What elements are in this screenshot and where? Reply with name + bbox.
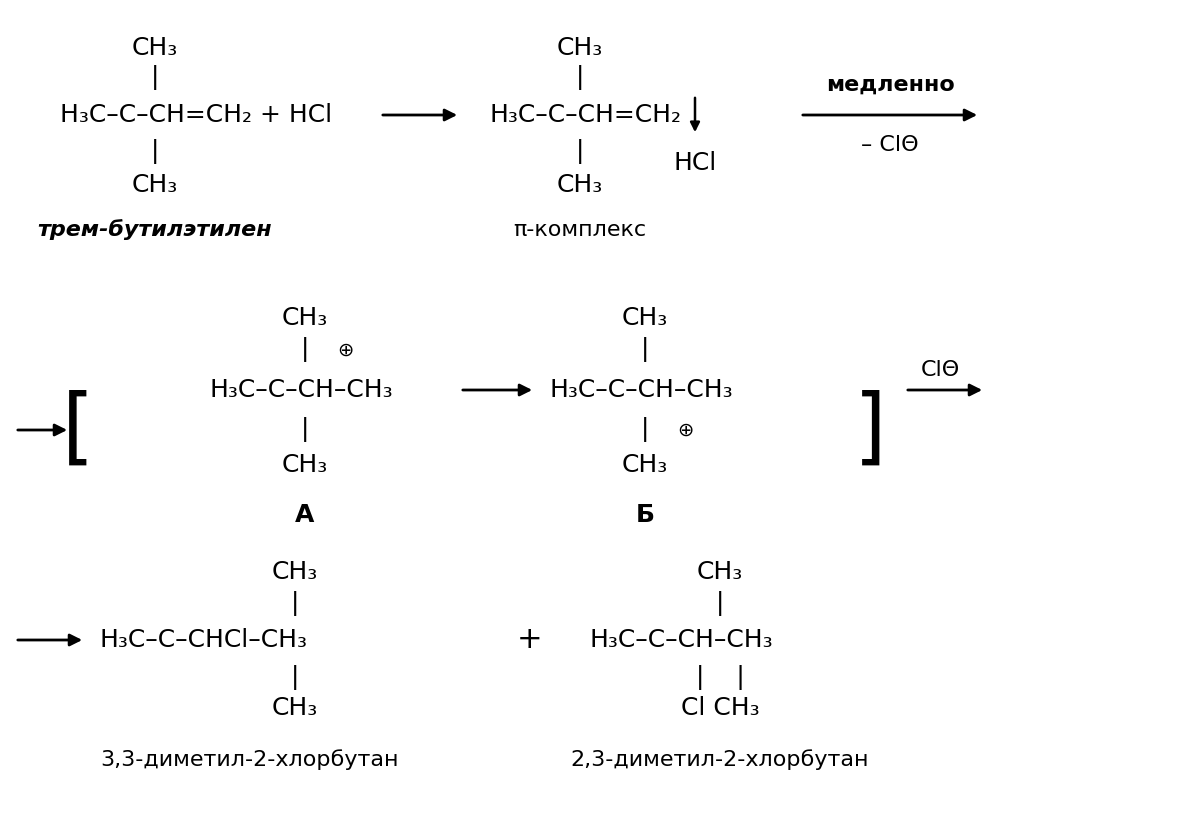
Text: |    |: | | [696,665,744,690]
Text: |: | [290,665,299,690]
Text: H₃C–C–CH–CH₃: H₃C–C–CH–CH₃ [550,378,733,402]
Text: H₃C–C–CH–CH₃: H₃C–C–CH–CH₃ [590,628,774,652]
Text: CH₃: CH₃ [557,36,604,60]
Text: 2,3-диметил-2-хлорбутан: 2,3-диметил-2-хлорбутан [571,750,869,770]
Text: CH₃: CH₃ [622,306,668,330]
Text: CH₃: CH₃ [697,560,743,584]
Text: H₃C–C–CH–CH₃: H₃C–C–CH–CH₃ [210,378,394,402]
Text: |: | [641,417,649,442]
Text: CH₃: CH₃ [622,453,668,477]
Text: |: | [576,140,584,165]
Text: Б: Б [636,503,654,527]
Text: CH₃: CH₃ [272,560,318,584]
Text: Cl CH₃: Cl CH₃ [680,696,760,720]
Text: CH₃: CH₃ [282,306,328,330]
Text: медленно: медленно [826,75,954,95]
Text: ⊕: ⊕ [677,420,694,440]
Text: ]: ] [853,390,887,470]
Text: ⊕: ⊕ [337,341,353,360]
Text: – ClΘ: – ClΘ [862,135,919,155]
Text: |: | [301,417,310,442]
Text: CH₃: CH₃ [272,696,318,720]
Text: |: | [301,337,310,362]
Text: CH₃: CH₃ [282,453,328,477]
Text: π-комплекс: π-комплекс [514,220,647,240]
Text: +: + [517,626,542,655]
Text: H₃C–C–CH=CH₂: H₃C–C–CH=CH₂ [490,103,682,127]
Text: 3,3-диметил-2-хлорбутан: 3,3-диметил-2-хлорбутан [101,750,400,770]
Text: трем-бутилэтилен: трем-бутилэтилен [37,219,272,240]
Text: |: | [716,591,724,616]
Text: А: А [295,503,314,527]
Text: |: | [576,66,584,91]
Text: |: | [151,66,160,91]
Text: [: [ [61,390,95,470]
Text: |: | [641,337,649,362]
Text: H₃C–C–CHCl–CH₃: H₃C–C–CHCl–CH₃ [100,628,308,652]
Text: |: | [290,591,299,616]
Text: ClΘ: ClΘ [920,360,960,380]
Text: CH₃: CH₃ [132,36,178,60]
Text: CH₃: CH₃ [132,173,178,197]
Text: |: | [151,140,160,165]
Text: HCl: HCl [673,151,716,175]
Text: H₃C–C–CH=CH₂ + HCl: H₃C–C–CH=CH₂ + HCl [60,103,332,127]
Text: CH₃: CH₃ [557,173,604,197]
